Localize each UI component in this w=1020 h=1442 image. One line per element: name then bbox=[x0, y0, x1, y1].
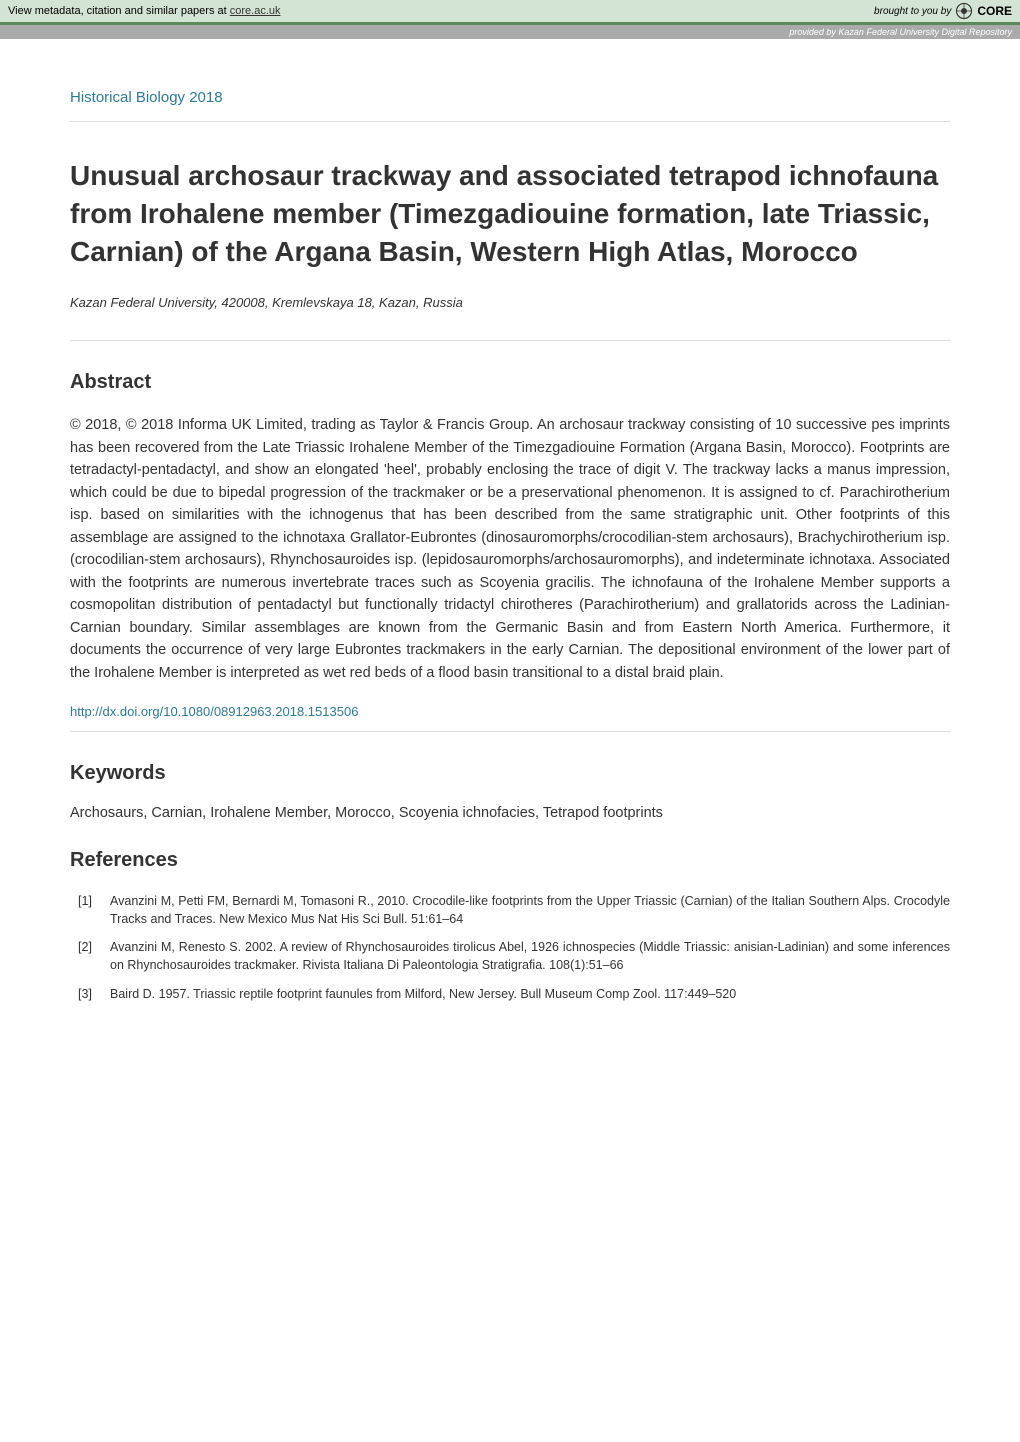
banner-text: View metadata, citation and similar pape… bbox=[8, 5, 230, 17]
paper-content: Historical Biology 2018 Unusual archosau… bbox=[0, 39, 1020, 1053]
provided-by-source: Kazan Federal University Digital Reposit… bbox=[838, 27, 1012, 37]
provided-by-bar: provided by Kazan Federal University Dig… bbox=[0, 25, 1020, 39]
core-link[interactable]: core.ac.uk bbox=[230, 5, 281, 17]
keywords-body: Archosaurs, Carnian, Irohalene Member, M… bbox=[70, 805, 950, 821]
doi-link[interactable]: http://dx.doi.org/10.1080/08912963.2018.… bbox=[70, 704, 950, 732]
paper-title: Unusual archosaur trackway and associate… bbox=[70, 157, 950, 270]
core-logo-icon bbox=[955, 2, 973, 20]
brought-by-text: brought to you by bbox=[874, 6, 951, 17]
journal-citation: Historical Biology 2018 bbox=[70, 89, 950, 122]
core-brand-text: CORE bbox=[977, 4, 1012, 18]
reference-item: Avanzini M, Petti FM, Bernardi M, Tomaso… bbox=[110, 892, 950, 928]
reference-item: Baird D. 1957. Triassic reptile footprin… bbox=[110, 985, 950, 1003]
banner-left: View metadata, citation and similar pape… bbox=[8, 5, 281, 17]
metadata-banner: View metadata, citation and similar pape… bbox=[0, 0, 1020, 25]
provided-by-prefix: provided by bbox=[789, 27, 838, 37]
keywords-heading: Keywords bbox=[70, 762, 950, 785]
author-affiliation: Kazan Federal University, 420008, Kremle… bbox=[70, 295, 950, 341]
abstract-heading: Abstract bbox=[70, 371, 950, 394]
reference-item: Avanzini M, Renesto S. 2002. A review of… bbox=[110, 938, 950, 974]
abstract-body: © 2018, © 2018 Informa UK Limited, tradi… bbox=[70, 414, 950, 684]
references-heading: References bbox=[70, 849, 950, 872]
references-list: Avanzini M, Petti FM, Bernardi M, Tomaso… bbox=[70, 892, 950, 1003]
banner-right: brought to you by CORE bbox=[874, 2, 1012, 20]
